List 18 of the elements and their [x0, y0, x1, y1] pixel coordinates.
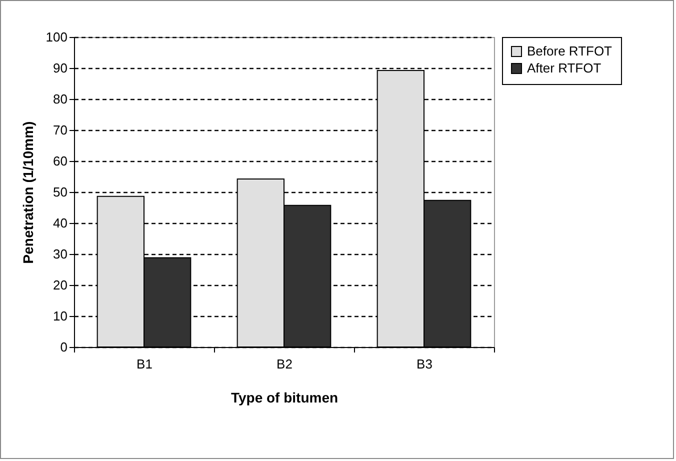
y-tick-label: 100 [46, 30, 68, 44]
legend-label: After RTFOT [527, 60, 602, 76]
y-tick-label: 70 [53, 122, 68, 138]
y-axis-title: Penetration (1/10mm) [20, 121, 36, 264]
y-tick-label: 20 [53, 278, 68, 292]
y-tick-label: 50 [53, 184, 68, 200]
legend-label: Before RTFOT [527, 44, 612, 58]
y-tick-label: 30 [53, 246, 68, 262]
y-tick-label: 80 [53, 92, 68, 106]
y-tick-label: 10 [53, 308, 68, 324]
y-tick-label: 40 [53, 216, 68, 230]
y-tick-label: 90 [53, 60, 68, 76]
y-tick-label: 0 [60, 340, 68, 354]
x-tick-label: B1 [136, 356, 152, 372]
x-axis-title: Type of bitumen [230, 390, 338, 406]
x-tick-label: B3 [416, 356, 432, 372]
y-tick-label: 60 [53, 154, 68, 168]
x-tick-label: B2 [276, 356, 292, 372]
